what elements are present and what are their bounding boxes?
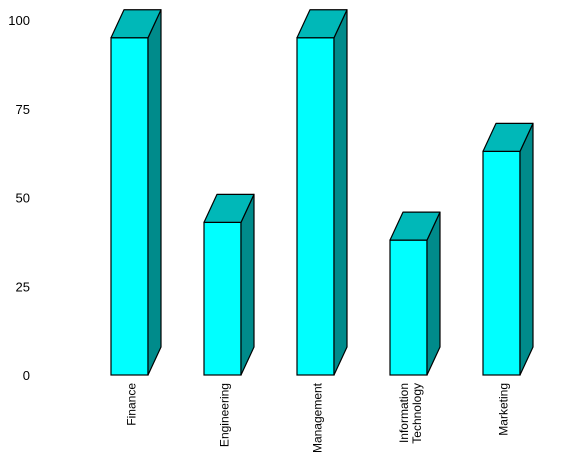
bars bbox=[110, 9, 534, 376]
bar-front bbox=[482, 150, 521, 376]
x-category-label: Marketing bbox=[497, 383, 511, 436]
bar-top bbox=[203, 193, 255, 223]
bar-side bbox=[240, 193, 255, 376]
bar-front bbox=[203, 221, 242, 376]
bar-front bbox=[389, 239, 428, 376]
bar-side bbox=[333, 9, 348, 376]
bar-top bbox=[296, 9, 348, 39]
x-category-label: Engineering bbox=[218, 383, 232, 447]
bar-front bbox=[110, 37, 149, 376]
x-category-label-line: Marketing bbox=[497, 383, 511, 436]
y-tick-label: 50 bbox=[16, 191, 30, 206]
x-category-label-line: Finance bbox=[125, 383, 139, 426]
y-tick-label: 25 bbox=[16, 279, 30, 294]
y-tick-label: 100 bbox=[8, 13, 30, 28]
x-category-label-line: Management bbox=[311, 382, 325, 453]
y-axis-ticks: 0 25 50 75 100 bbox=[8, 13, 30, 383]
bar bbox=[203, 193, 255, 376]
x-category-label-line: Technology bbox=[410, 383, 424, 444]
x-category-label: Management bbox=[311, 382, 325, 453]
x-category-label: InformationTechnology bbox=[397, 383, 424, 444]
y-tick-label: 0 bbox=[23, 368, 30, 383]
bar bbox=[296, 9, 348, 376]
bar-top bbox=[482, 122, 534, 152]
x-category-label-line: Information bbox=[397, 383, 411, 443]
x-category-label-line: Engineering bbox=[218, 383, 232, 447]
bar bbox=[482, 122, 534, 376]
bar bbox=[110, 9, 162, 376]
y-tick-label: 75 bbox=[16, 102, 30, 117]
bar-top bbox=[110, 9, 162, 39]
x-axis-labels: Finance Engineering Management InformationT… bbox=[125, 382, 511, 453]
bar bbox=[389, 211, 441, 376]
bar-front bbox=[296, 37, 335, 376]
bar-side bbox=[519, 122, 534, 376]
bar-top bbox=[389, 211, 441, 241]
x-category-label: Finance bbox=[125, 383, 139, 426]
bar-side bbox=[147, 9, 162, 376]
